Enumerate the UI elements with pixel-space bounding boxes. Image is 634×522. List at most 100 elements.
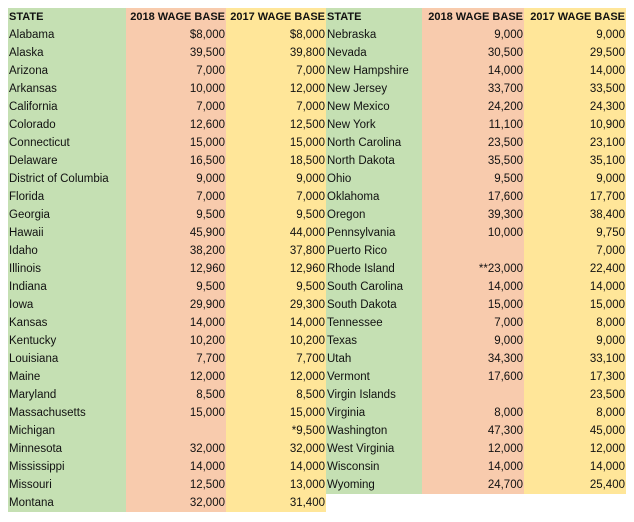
wage-value-cell: 17,300: [589, 371, 625, 383]
wage-value-cell: 8,000: [494, 407, 523, 419]
state-name-cell: Colorado: [9, 119, 56, 131]
wage-value-cell: 15,000: [589, 299, 625, 311]
state-name-cell: Tennessee: [327, 317, 383, 329]
right-2017-list: 9,000 29,500 14,000 33,500 24,300 10,900 23,10…: [524, 26, 626, 494]
wage-value-cell: 16,500: [189, 155, 225, 167]
wage-value-cell: 35,500: [487, 155, 523, 167]
wage-value-cell: 38,200: [189, 245, 225, 257]
wage-value-cell: 24,700: [487, 479, 523, 491]
wage-value-cell: 39,300: [487, 209, 523, 221]
wage-value-cell: 15,000: [189, 407, 225, 419]
wage-value-cell: 7,000: [196, 191, 225, 203]
wage-value-cell: 12,960: [189, 263, 225, 275]
state-name-cell: Washington: [327, 425, 388, 437]
state-name-cell: Kentucky: [9, 335, 57, 347]
wage-value-cell: 14,000: [589, 461, 625, 473]
state-name-cell: Ohio: [327, 173, 352, 185]
wage-value-cell: 29,300: [289, 299, 325, 311]
wage-value-cell: 12,000: [289, 83, 325, 95]
wage-value-cell: 8,500: [296, 389, 325, 401]
state-name-cell: New Jersey: [327, 83, 388, 95]
wage-value-cell: 29,900: [189, 299, 225, 311]
wage-value-cell: $8,000: [189, 29, 225, 41]
wage-value-cell: 14,000: [487, 281, 523, 293]
left-2018-column: 2018 WAGE BASE $8,000 39,500 7,000 10,000 7,…: [126, 8, 226, 512]
state-name-cell: Montana: [9, 497, 54, 509]
wage-value-cell: 9,000: [296, 173, 325, 185]
wage-value-cell: 9,000: [596, 173, 625, 185]
wage-value-cell: 7,000: [296, 65, 325, 77]
wage-value-cell: 14,000: [487, 65, 523, 77]
state-name-cell: Idaho: [9, 245, 38, 257]
wage-value-cell: 14,000: [487, 461, 523, 473]
state-name-cell: Illinois: [9, 263, 41, 275]
wage-value-cell: 32,000: [189, 443, 225, 455]
right-state-column: STATE Nebraska Nevada New Hampshire New Jer…: [326, 8, 422, 494]
wage-value-cell: 37,800: [289, 245, 325, 257]
wage-value-cell: 47,300: [487, 425, 523, 437]
wage-value-cell: 30,500: [487, 47, 523, 59]
wage-value-cell: 7,700: [196, 353, 225, 365]
wage-value-cell: 7,000: [196, 101, 225, 113]
wage-value-cell: 15,000: [487, 299, 523, 311]
state-name-cell: South Carolina: [327, 281, 404, 293]
wage-value-cell: 8,500: [196, 389, 225, 401]
wage-value-cell: 32,000: [289, 443, 325, 455]
left-state-column: STATE Alabama Alaska Arizona Arkansas Califo…: [8, 8, 126, 512]
state-name-cell: Florida: [9, 191, 45, 203]
wage-value-cell: 35,100: [589, 155, 625, 167]
wage-value-cell: 39,500: [189, 47, 225, 59]
wage-value-cell: 15,000: [289, 137, 325, 149]
wage-value-cell: 8,000: [596, 407, 625, 419]
state-name-cell: Virgin Islands: [327, 389, 396, 401]
wage-value-cell: *9,500: [291, 425, 325, 437]
wage-value-cell: 11,100: [488, 119, 523, 131]
state-name-cell: North Dakota: [327, 155, 395, 167]
wage-value-cell: 15,000: [189, 137, 225, 149]
right-2018-column: 2018 WAGE BASE 9,000 30,500 14,000 33,700 24…: [422, 8, 524, 494]
wage-value-cell: 25,400: [589, 479, 625, 491]
header-state-right: STATE: [327, 11, 362, 23]
wage-value-cell: 32,000: [189, 497, 225, 509]
wage-value-cell: 7,000: [296, 191, 325, 203]
state-name-cell: Connecticut: [9, 137, 70, 149]
state-name-cell: California: [9, 101, 58, 113]
state-name-cell: Arizona: [9, 65, 48, 77]
wage-value-cell: 31,400: [289, 497, 325, 509]
wage-value-cell: 13,000: [289, 479, 325, 491]
left-2017-column: 2017 WAGE BASE $8,000 39,800 7,000 12,000 7,…: [226, 8, 326, 512]
wage-value-cell: [422, 242, 524, 260]
state-name-cell: Oklahoma: [327, 191, 380, 203]
wage-value-cell: 45,000: [589, 425, 625, 437]
header-state-left: STATE: [9, 11, 44, 23]
header-2018-left: 2018 WAGE BASE: [130, 11, 225, 23]
wage-value-cell: 29,500: [589, 47, 625, 59]
wage-value-cell: 10,000: [189, 83, 225, 95]
state-name-cell: Minnesota: [9, 443, 63, 455]
state-name-cell: Wisconsin: [327, 461, 380, 473]
wage-value-cell: 9,500: [196, 281, 225, 293]
state-name-cell: Puerto Rico: [327, 245, 388, 257]
wage-value-cell: 34,300: [487, 353, 523, 365]
wage-value-cell: 12,600: [189, 119, 225, 131]
wage-value-cell: 45,900: [189, 227, 225, 239]
wage-value-cell: 10,900: [589, 119, 625, 131]
wage-value-cell: 7,700: [296, 353, 325, 365]
state-name-cell: Hawaii: [9, 227, 44, 239]
state-name-cell: New York: [327, 119, 376, 131]
state-name-cell: Iowa: [9, 299, 34, 311]
header-2018-right: 2018 WAGE BASE: [428, 11, 523, 23]
left-2018-list: $8,000 39,500 7,000 10,000 7,000 12,600 15,000…: [126, 26, 226, 512]
state-name-cell: Rhode Island: [327, 263, 395, 275]
wage-value-cell: 10,000: [487, 227, 523, 239]
state-name-cell: Alabama: [9, 29, 55, 41]
state-name-cell: Arkansas: [9, 83, 57, 95]
state-name-cell: Delaware: [9, 155, 58, 167]
wage-value-cell: 23,500: [487, 137, 523, 149]
wage-value-cell: 33,100: [589, 353, 625, 365]
wage-value-cell: 12,000: [189, 371, 225, 383]
wage-value-cell: 12,000: [289, 371, 325, 383]
wage-value-cell: 33,500: [589, 83, 625, 95]
wage-value-cell: 14,000: [189, 461, 225, 473]
state-name-cell: Nevada: [327, 47, 367, 59]
